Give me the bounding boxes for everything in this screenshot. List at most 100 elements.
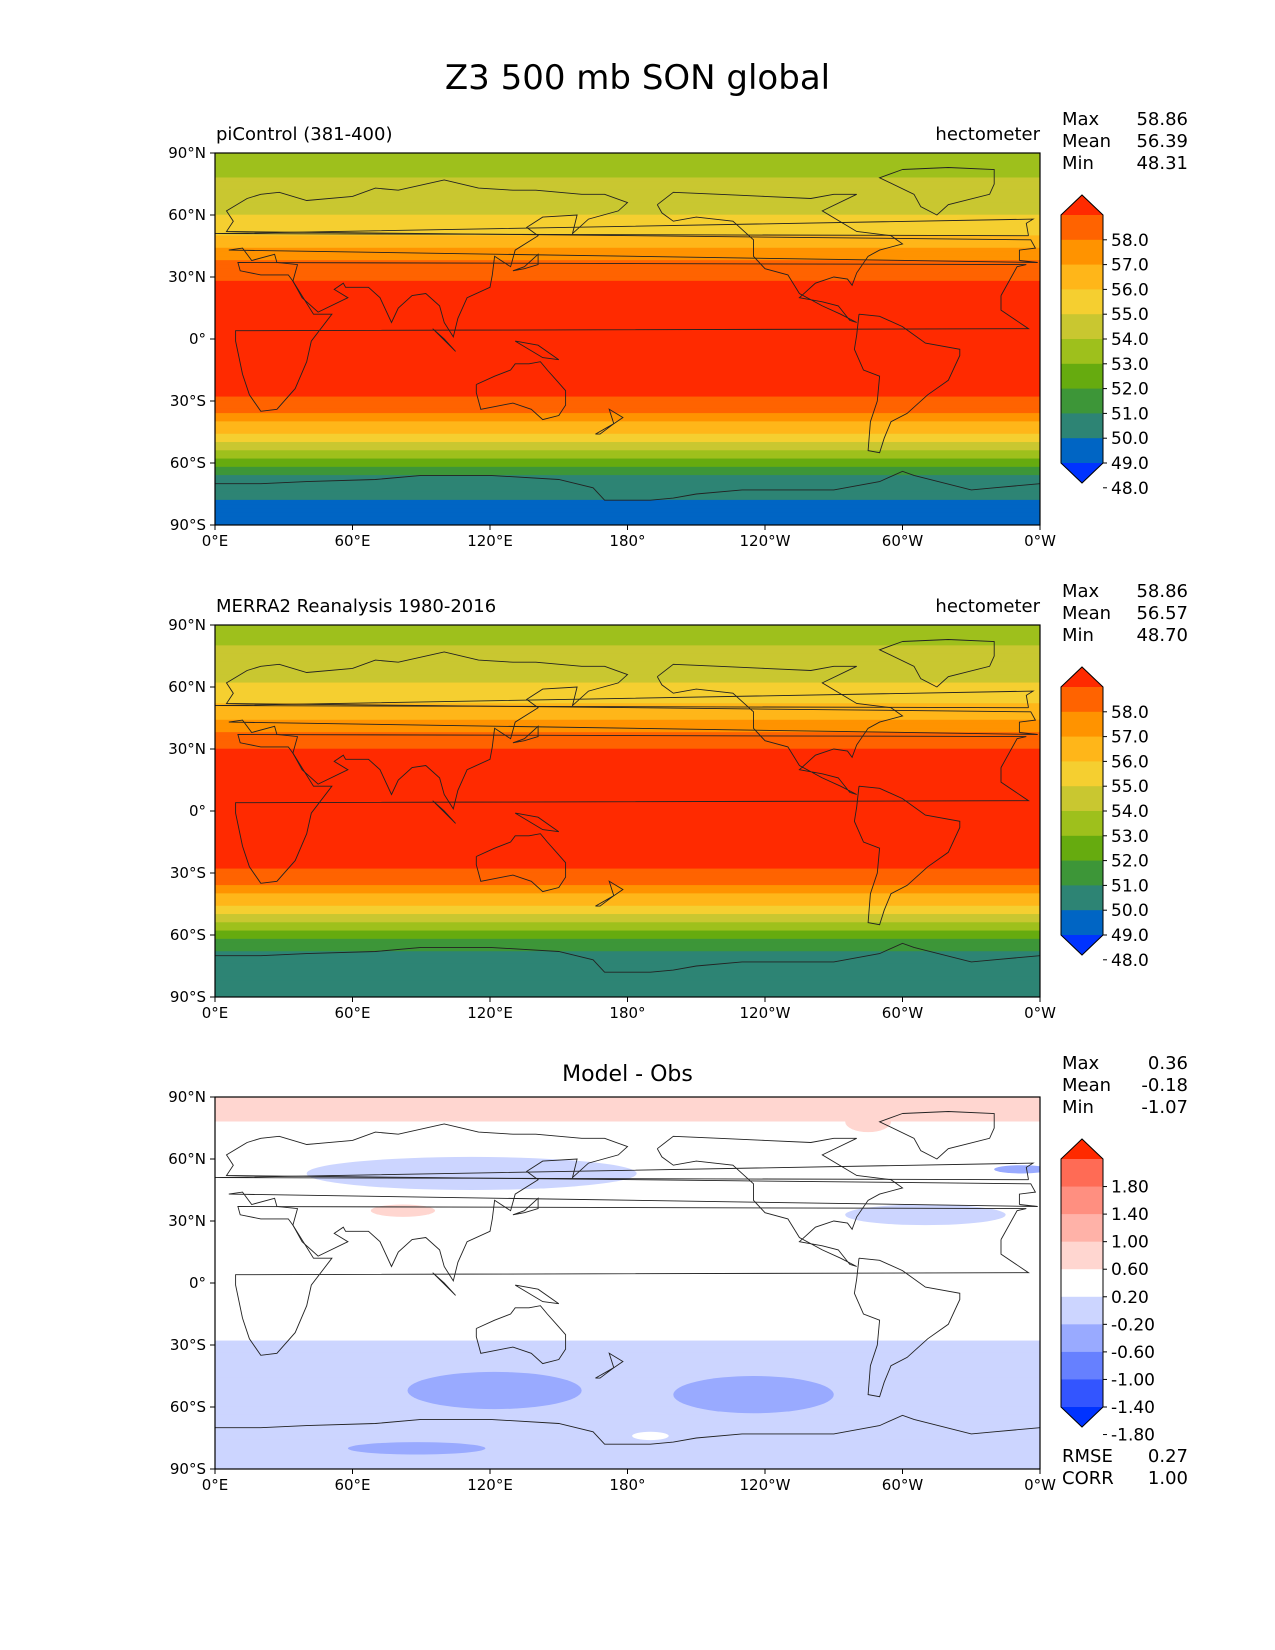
contour-band <box>215 1274 1040 1280</box>
colorbar-segment <box>1061 1241 1103 1270</box>
colorbar-tick-label: 55.0 <box>1111 305 1149 325</box>
contour-band <box>215 694 1040 700</box>
contour-band <box>215 1398 1040 1404</box>
coastline <box>656 663 904 795</box>
contour-band <box>215 400 1040 406</box>
contour-band <box>215 711 1040 717</box>
contour-band <box>215 657 1040 663</box>
contour-band <box>215 446 1040 451</box>
contour-band <box>215 984 1040 990</box>
contour-band <box>215 893 1040 899</box>
contour-band <box>215 260 1040 265</box>
x-tick-label: 120°E <box>467 1004 513 1022</box>
contour-band <box>215 980 1040 985</box>
contour-band <box>215 1204 1040 1209</box>
contour-band <box>215 666 1040 671</box>
contour-band <box>215 1390 1040 1395</box>
colorbar-extend-min <box>1061 935 1103 955</box>
contour-band <box>215 777 1040 783</box>
colorbar-segment <box>1061 786 1103 812</box>
contour-band <box>215 396 1040 402</box>
colorbar-tick-label: 56.0 <box>1111 752 1149 772</box>
colorbar-tick-label: 1.80 <box>1111 1178 1149 1198</box>
contour-band <box>215 318 1040 323</box>
y-tick-label: 30°S <box>170 1336 206 1354</box>
figure-title: Z3 500 mb SON global <box>444 58 831 98</box>
coastlines-2 <box>215 1111 1040 1445</box>
contour-band <box>215 1200 1040 1205</box>
contour-band <box>215 897 1040 903</box>
contour-band <box>215 160 1040 166</box>
contour-band <box>215 1406 1040 1412</box>
contour-band <box>215 707 1040 713</box>
contour-band <box>215 504 1040 509</box>
contour-band <box>215 483 1040 489</box>
x-tick-label: 120°W <box>740 532 791 550</box>
contour-band <box>215 715 1040 721</box>
colorbar-segment <box>1061 1269 1103 1298</box>
contour-band <box>215 988 1040 994</box>
contour-band <box>215 914 1040 919</box>
contour-band <box>215 363 1040 369</box>
contour-band <box>215 790 1040 795</box>
stat-value: 58.86 <box>1136 109 1188 130</box>
contour-band <box>215 1324 1040 1329</box>
contour-band <box>215 703 1040 708</box>
contour-band <box>215 1464 1040 1469</box>
contour-band <box>215 889 1040 894</box>
contour-band <box>215 388 1040 394</box>
coastline <box>432 1272 456 1296</box>
colorbar-extend-max <box>1061 667 1103 687</box>
contour-band <box>215 909 1040 915</box>
y-tick-label: 0° <box>189 1274 206 1292</box>
contour-band <box>215 938 1040 944</box>
contour-band <box>215 641 1040 646</box>
y-tick-label: 0° <box>189 330 206 348</box>
contour-band <box>215 1262 1040 1267</box>
contour-band <box>215 264 1040 270</box>
contour-band <box>215 843 1040 849</box>
contour-band <box>215 1113 1040 1118</box>
contour-band <box>215 1212 1040 1218</box>
contour-region <box>845 1111 892 1133</box>
contour-band <box>215 632 1040 638</box>
contour-band <box>215 1183 1040 1189</box>
colorbar-1: Max 58.86 Mean 56.57 Min 48.70 58.0 57.0 56.0 55.… <box>1060 581 1188 971</box>
contour-band <box>215 1129 1040 1135</box>
colorbar-segment <box>1061 1159 1103 1188</box>
colorbar-tick-label: 0.60 <box>1111 1260 1149 1280</box>
contour-band <box>215 475 1040 480</box>
colorbar-segment <box>1061 388 1103 414</box>
stat-value: 48.31 <box>1136 153 1188 174</box>
contour-band <box>215 781 1040 787</box>
contour-band <box>215 206 1040 212</box>
contour-band <box>215 1386 1040 1391</box>
coastline <box>215 1414 1040 1445</box>
y-tick-label: 90°S <box>170 1460 206 1478</box>
colorbar-segment <box>1061 413 1103 439</box>
contour-band <box>215 247 1040 253</box>
contour-band <box>215 487 1040 493</box>
contour-band <box>215 429 1040 435</box>
contour-band <box>215 1104 1040 1110</box>
contour-band <box>215 806 1040 812</box>
contour-band <box>215 736 1040 742</box>
colorbar-segment <box>1061 761 1103 787</box>
colorbar-segment <box>1061 1214 1103 1243</box>
contour-band <box>215 404 1040 410</box>
contour-band <box>215 831 1040 837</box>
colorbar-tick-label: 53.0 <box>1111 827 1149 847</box>
contour-band <box>215 810 1040 816</box>
contour-band <box>215 1369 1040 1375</box>
x-tick-label: 120°E <box>467 1476 513 1494</box>
contour-band <box>215 1348 1040 1354</box>
contour-band <box>215 880 1040 886</box>
contour-band <box>215 276 1040 282</box>
contour-band <box>215 1344 1040 1350</box>
stat-value: 56.57 <box>1136 603 1188 624</box>
axes-0: 0°E 60°E 120°E 180° 120°W 60°W 0°W 90°N 60°N 30°N… <box>168 144 1056 550</box>
heatmap-2 <box>215 1097 1040 1469</box>
contour-band <box>215 384 1040 389</box>
contour-band <box>215 251 1040 257</box>
